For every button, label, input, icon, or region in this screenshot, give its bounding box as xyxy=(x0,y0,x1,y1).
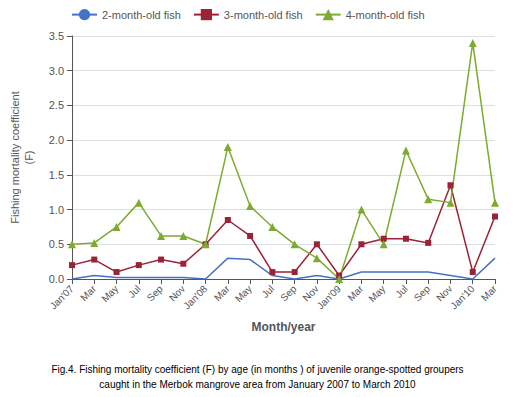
svg-text:May: May xyxy=(99,283,120,304)
svg-text:1.0: 1.0 xyxy=(49,204,64,216)
svg-text:Sep: Sep xyxy=(278,283,299,304)
svg-text:Jul: Jul xyxy=(259,283,276,300)
svg-text:Fishing mortality coefficient: Fishing mortality coefficient xyxy=(9,91,21,223)
svg-text:May: May xyxy=(233,283,254,304)
svg-text:3.5: 3.5 xyxy=(49,30,64,42)
svg-text:Nov: Nov xyxy=(434,283,455,304)
svg-text:Jan'08: Jan'08 xyxy=(181,283,210,312)
svg-text:0.5: 0.5 xyxy=(49,238,64,250)
svg-text:Jan'07: Jan'07 xyxy=(48,283,77,312)
svg-text:Nov: Nov xyxy=(300,283,321,304)
svg-text:2.5: 2.5 xyxy=(49,99,64,111)
svg-text:Mar: Mar xyxy=(479,283,499,303)
svg-text:Nov: Nov xyxy=(166,283,188,304)
svg-text:4-month-old fish: 4-month-old fish xyxy=(346,9,425,21)
svg-text:Sep: Sep xyxy=(412,283,433,304)
svg-text:May: May xyxy=(366,283,387,304)
svg-text:3-month-old fish: 3-month-old fish xyxy=(224,9,303,21)
svg-text:Mar: Mar xyxy=(345,283,365,303)
svg-text:caught in the Merbok mangrove: caught in the Merbok mangrove area from … xyxy=(99,379,416,390)
svg-text:Fig.4. Fishing mortality coeff: Fig.4. Fishing mortality coefficient (F)… xyxy=(51,364,463,375)
svg-text:Sep: Sep xyxy=(145,283,166,304)
svg-text:Mar: Mar xyxy=(78,283,98,303)
svg-text:3.0: 3.0 xyxy=(49,65,64,77)
svg-text:Jan'09: Jan'09 xyxy=(315,283,344,312)
svg-text:2.0: 2.0 xyxy=(49,134,64,146)
svg-text:Mar: Mar xyxy=(212,283,232,303)
svg-text:Jul: Jul xyxy=(393,283,410,300)
svg-text:0.0: 0.0 xyxy=(49,273,64,285)
svg-text:Month/year: Month/year xyxy=(251,320,315,334)
svg-text:Jul: Jul xyxy=(126,283,143,300)
svg-text:Jan'10: Jan'10 xyxy=(448,283,477,312)
svg-text:(F): (F) xyxy=(23,150,35,164)
svg-text:1.5: 1.5 xyxy=(49,169,64,181)
svg-text:2-month-old fish: 2-month-old fish xyxy=(102,9,181,21)
